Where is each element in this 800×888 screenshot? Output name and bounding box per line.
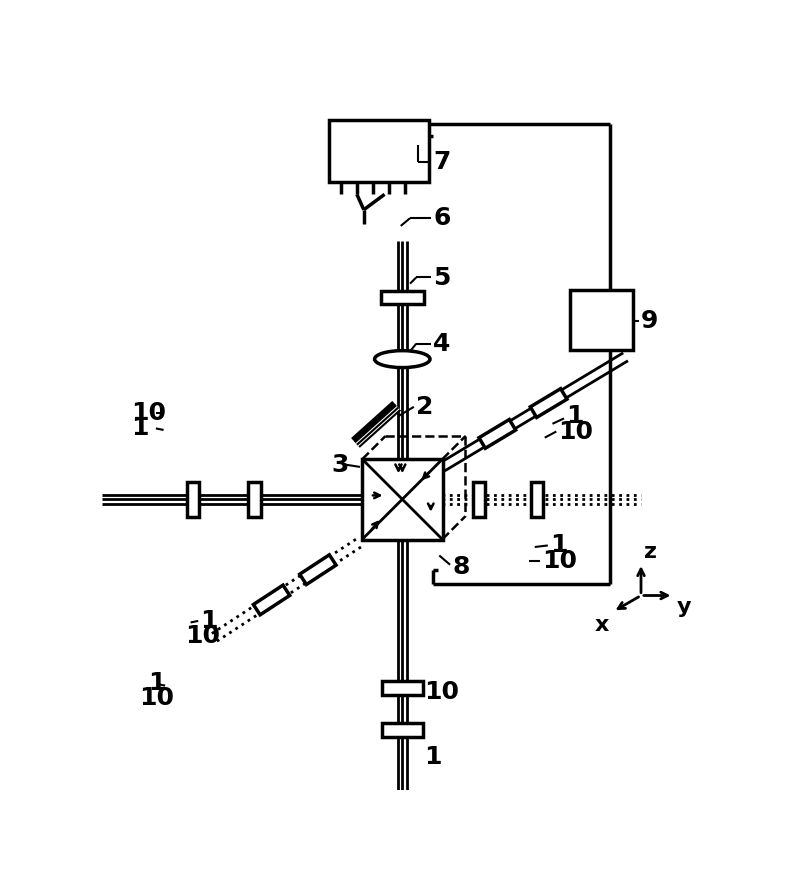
- Text: 10: 10: [131, 401, 166, 425]
- Text: 1: 1: [566, 404, 584, 428]
- Bar: [479, 419, 516, 448]
- Text: x: x: [595, 614, 610, 635]
- Text: 1: 1: [550, 534, 568, 558]
- Text: 10: 10: [424, 679, 459, 704]
- Text: 1: 1: [424, 745, 442, 769]
- Text: 10: 10: [542, 549, 578, 573]
- Text: 10: 10: [185, 624, 220, 648]
- Bar: [382, 724, 423, 737]
- Bar: [570, 289, 634, 350]
- Bar: [248, 481, 261, 517]
- Text: z: z: [644, 542, 657, 561]
- Text: 1: 1: [131, 416, 149, 440]
- Bar: [186, 481, 199, 517]
- Bar: [300, 555, 336, 584]
- Bar: [382, 681, 423, 694]
- Text: 5: 5: [433, 266, 450, 289]
- Text: 1: 1: [148, 670, 166, 694]
- Text: 7: 7: [433, 150, 450, 174]
- Text: y: y: [677, 597, 692, 617]
- Text: 1: 1: [201, 609, 218, 633]
- Bar: [329, 121, 430, 182]
- Ellipse shape: [374, 351, 430, 368]
- Text: 8: 8: [452, 555, 470, 579]
- Bar: [254, 585, 290, 614]
- Text: 6: 6: [433, 206, 450, 230]
- Bar: [362, 459, 443, 540]
- Text: 9: 9: [641, 309, 658, 333]
- Text: 3: 3: [331, 453, 349, 477]
- Text: 10: 10: [139, 686, 174, 710]
- Text: 4: 4: [433, 332, 450, 356]
- Text: 10: 10: [558, 419, 594, 443]
- Bar: [381, 290, 424, 305]
- Bar: [530, 389, 567, 417]
- Bar: [473, 481, 486, 517]
- Bar: [531, 481, 543, 517]
- Text: 2: 2: [416, 395, 434, 419]
